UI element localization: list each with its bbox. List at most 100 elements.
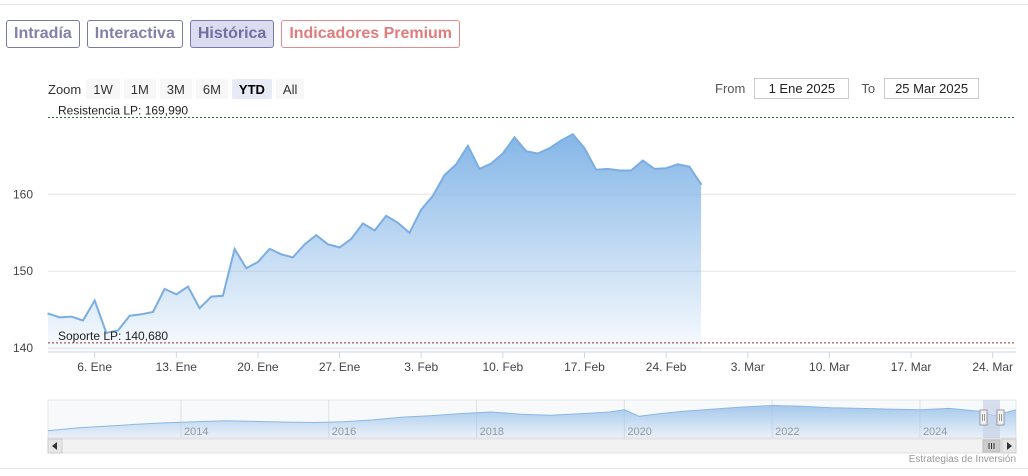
date-range: From 1 Ene 2025 To 25 Mar 2025: [715, 77, 980, 99]
data-point: [315, 234, 318, 236]
x-tick-label: 24. Mar: [972, 360, 1013, 374]
x-tick-label: 3. Feb: [404, 360, 438, 374]
tab-indicadores-premium[interactable]: Indicadores Premium: [281, 20, 461, 48]
tab-interactiva[interactable]: Interactiva: [86, 20, 183, 48]
data-point: [210, 295, 213, 298]
data-point: [443, 174, 446, 176]
navigator-line: [47, 404, 1017, 432]
from-date-input[interactable]: 1 Ene 2025: [754, 77, 850, 99]
x-tick-label: 24. Feb: [646, 360, 687, 374]
x-tick-label: 17. Feb: [564, 360, 605, 374]
data-point: [105, 332, 108, 334]
x-tick-label: 20. Ene: [237, 360, 279, 374]
zoom-1m-button[interactable]: 1M: [123, 79, 156, 99]
navigator-left-handle[interactable]: [979, 409, 988, 426]
data-point: [408, 232, 411, 234]
data-point: [467, 145, 469, 147]
data-point: [560, 139, 562, 142]
data-point: [688, 165, 691, 168]
zoom-ytd-button[interactable]: YTD: [231, 79, 272, 99]
data-point: [140, 313, 143, 316]
navigator-right-handle[interactable]: [996, 409, 1005, 426]
x-tick-label: 13. Ene: [156, 360, 198, 374]
data-point: [642, 159, 644, 162]
data-point: [292, 256, 294, 259]
data-point: [513, 136, 516, 139]
y-tick-label: 160: [13, 187, 33, 201]
data-point: [420, 208, 423, 211]
data-point: [572, 133, 574, 136]
data-point: [268, 248, 271, 250]
data-point: [385, 215, 388, 217]
zoom-1w-button[interactable]: 1W: [86, 79, 120, 99]
zoom-all-button[interactable]: All: [275, 79, 305, 99]
navigator-tick-label: 2018: [480, 426, 504, 438]
data-point: [58, 316, 61, 319]
tab-historica[interactable]: Histórica: [189, 20, 275, 48]
zoom-3m-button[interactable]: 3M: [159, 79, 192, 99]
data-point: [455, 163, 458, 166]
data-point: [198, 307, 201, 310]
data-point: [525, 150, 527, 152]
data-point: [618, 169, 621, 172]
data-point: [700, 183, 702, 186]
data-point: [222, 295, 224, 297]
navigator-area: [48, 405, 1016, 438]
data-point: [490, 162, 493, 165]
y-tick-label: 140: [13, 341, 33, 355]
data-point: [630, 169, 632, 172]
x-tick-label: 3. Mar: [731, 360, 765, 374]
data-point: [350, 238, 353, 240]
data-point: [233, 248, 236, 250]
scroll-right-arrow-icon: [1007, 442, 1012, 450]
bottom-divider: [0, 468, 1028, 469]
data-point: [338, 246, 341, 249]
x-tick-label: 17. Mar: [891, 360, 932, 374]
data-point: [653, 168, 656, 170]
data-point: [175, 293, 178, 296]
data-point: [432, 195, 434, 197]
data-point: [257, 261, 259, 263]
data-point: [187, 285, 189, 288]
data-point: [93, 299, 96, 302]
data-point: [548, 147, 551, 149]
to-date-input[interactable]: 25 Mar 2025: [884, 77, 980, 99]
data-point: [70, 315, 73, 318]
chart-tabs: Intradía Interactiva Histórica Indicador…: [6, 20, 461, 50]
navigator-tick-label: 2024: [923, 426, 947, 438]
x-tick-label: 10. Feb: [482, 360, 523, 374]
navigator-tick-label: 2022: [775, 426, 799, 438]
data-point: [595, 168, 597, 171]
data-point: [47, 312, 49, 315]
data-point: [117, 329, 119, 332]
data-point: [665, 167, 667, 169]
zoom-6m-button[interactable]: 6M: [195, 79, 228, 99]
x-tick-label: 6. Ene: [77, 360, 112, 374]
data-point: [327, 243, 329, 246]
chart-credit: Estrategias de Inversión: [908, 454, 1016, 465]
tab-intradia[interactable]: Intradía: [6, 20, 80, 48]
scrollbar-track[interactable]: [47, 438, 1017, 454]
scroll-left-arrow-icon: [52, 442, 57, 450]
data-point: [128, 315, 131, 317]
x-tick-label: 10. Mar: [809, 360, 850, 374]
data-point: [152, 311, 154, 313]
data-point: [397, 222, 399, 224]
data-point: [362, 222, 364, 225]
price-area: [48, 134, 702, 352]
navigator-tick-label: 2016: [332, 426, 356, 438]
y-tick-label: 150: [13, 264, 33, 278]
navigator-tick-label: 2020: [627, 426, 651, 438]
navigator-tick-label: 2014: [184, 426, 208, 438]
data-point: [502, 152, 504, 155]
data-point: [607, 168, 609, 170]
zoom-label: Zoom: [48, 81, 82, 97]
data-point: [537, 152, 539, 155]
navigator[interactable]: 2014 2016 2018 2020 2022 2024: [47, 399, 1017, 439]
x-tick-label: 27. Ene: [319, 360, 361, 374]
top-divider: [0, 4, 1028, 5]
scrollbar[interactable]: [47, 438, 1017, 454]
annotation-label: Resistencia LP: 169,990: [58, 103, 188, 117]
data-point: [583, 147, 586, 149]
